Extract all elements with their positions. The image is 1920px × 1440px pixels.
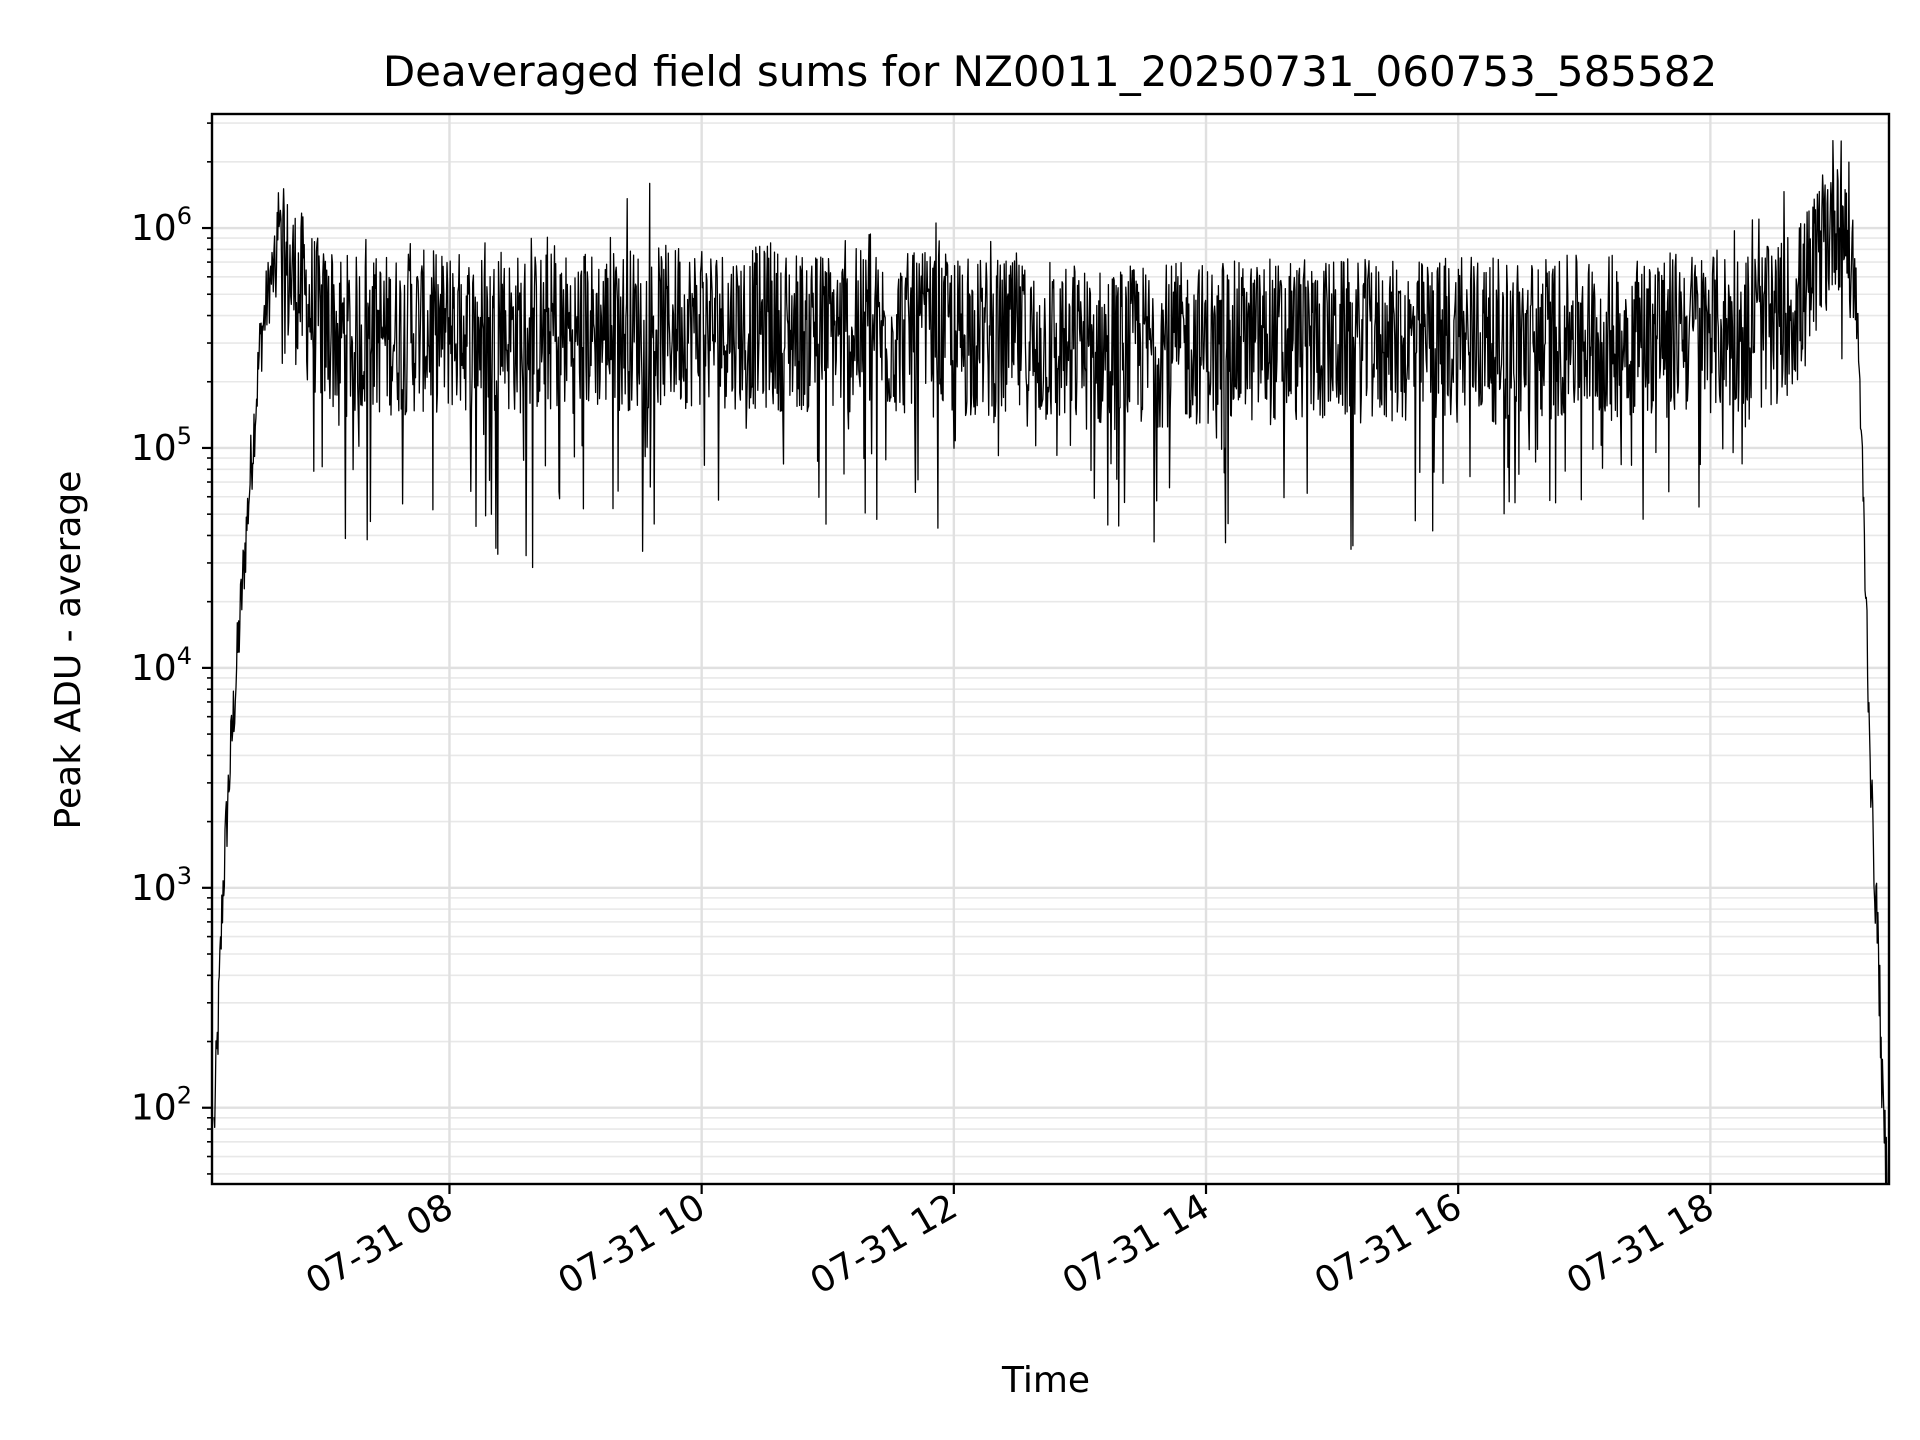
x-tick-label: 07-31 12 (804, 1186, 965, 1302)
x-tick-label: 07-31 08 (299, 1186, 460, 1302)
y-tick-label: 103 (131, 862, 192, 909)
y-tick-label: 105 (131, 422, 192, 469)
y-tick-label: 104 (131, 642, 192, 689)
x-tick-label: 07-31 14 (1056, 1186, 1217, 1302)
chart-title: Deaveraged field sums for NZ0011_2025073… (383, 47, 1717, 96)
x-tick-label: 07-31 16 (1308, 1186, 1469, 1302)
x-axis: 07-31 08 07-31 10 07-31 12 07-31 14 07-31 16… (299, 1184, 1721, 1303)
plot-frame (210, 112, 1891, 1186)
y-axis: 102 103 104 105 106 (131, 122, 212, 1175)
x-tick-label: 07-31 10 (551, 1186, 712, 1302)
y-tick-label: 102 (131, 1082, 192, 1129)
x-tick-label: 07-31 18 (1560, 1186, 1721, 1302)
series-line (213, 139, 1888, 1185)
y-axis-label: Peak ADU - average (48, 471, 89, 830)
y-tick-label: 106 (131, 202, 192, 249)
x-axis-label: Time (1001, 1360, 1090, 1401)
